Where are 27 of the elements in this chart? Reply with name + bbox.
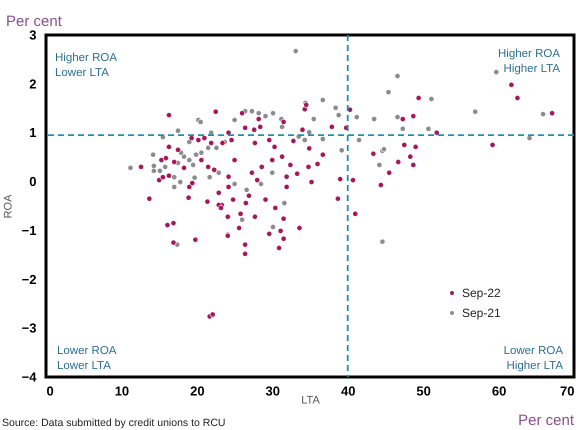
y-tick-label: 1 — [29, 125, 36, 140]
y-axis-title: ROA — [2, 194, 15, 218]
y-tick-label: 2 — [29, 76, 36, 92]
y-tick-label: −2 — [22, 272, 36, 287]
y-tick-label: −3 — [22, 320, 36, 336]
annotation: Higher ROA Higher LTA — [498, 48, 560, 75]
x-tick-label: 10 — [114, 384, 130, 398]
legend-label: Sep-22 — [462, 286, 502, 300]
legend-label: Sep-21 — [462, 306, 502, 320]
x-tick-label: 0 — [46, 384, 54, 398]
x-tick-label: 40 — [340, 384, 356, 398]
x-tick-label: 30 — [266, 384, 280, 398]
x-axis-title: LTA — [301, 394, 320, 406]
x-tick-label: 50 — [416, 384, 431, 398]
y-tick-label: 3 — [29, 28, 36, 42]
text: Per cent — [518, 412, 575, 429]
y-tick-label: 0 — [29, 174, 36, 190]
annotation: Lower ROA Higher LTA — [504, 345, 564, 372]
text: Per cent — [6, 13, 63, 30]
x-tick-label: 70 — [560, 384, 574, 398]
annotation: Higher ROA Lower LTA — [55, 52, 118, 79]
x-tick-label: 60 — [492, 384, 506, 398]
x-tick-label: 20 — [190, 384, 205, 398]
y-tick-label: −1 — [22, 222, 36, 238]
source-note: Source: Data submitted by credit unions to RCU — [2, 417, 226, 429]
annotation: Lower ROA Lower LTA — [57, 345, 117, 372]
y-tick-label: −4 — [22, 370, 38, 384]
